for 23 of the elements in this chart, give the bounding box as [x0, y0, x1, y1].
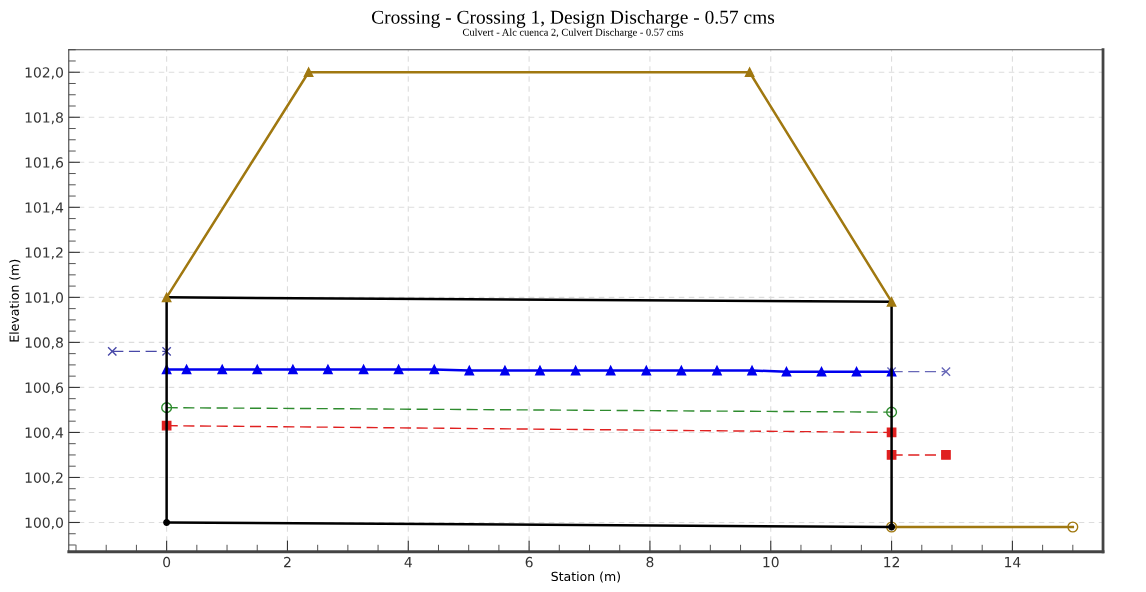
x-tick-label: 12	[884, 556, 900, 568]
x-tick-label: 10	[763, 556, 779, 568]
chart-title: Crossing - Crossing 1, Design Discharge - 0.57 cms	[371, 10, 775, 28]
y-tick-label: 100,4	[25, 427, 64, 440]
y-tick-label: 100,2	[25, 472, 63, 485]
y-tick-label: 101,4	[25, 202, 64, 215]
x-axis-title: Station (m)	[551, 571, 620, 583]
x-tick-label: 2	[284, 556, 291, 568]
y-tick-label: 100,6	[25, 382, 64, 395]
x-tick-label: 8	[646, 556, 654, 568]
y-tick-label: 101,2	[25, 247, 63, 260]
y-tick-label: 101,0	[25, 292, 63, 305]
y-tick-label: 100,0	[25, 517, 63, 530]
y-tick-label: 100,8	[25, 337, 63, 350]
x-tick-label: 4	[404, 557, 412, 568]
y-tick-label: 101,6	[25, 157, 64, 170]
y-tick-label: 102,0	[25, 67, 63, 80]
y-tick-label: 101,8	[25, 112, 63, 125]
y-axis-title: Elevation (m)	[9, 259, 21, 342]
x-tick-label: 0	[163, 556, 171, 568]
chart-subtitle: Culvert - Alc cuenca 2, Culvert Discharge - 0.57 cms	[462, 28, 684, 38]
x-tick-label: 14	[1005, 557, 1021, 568]
x-tick-label: 6	[525, 556, 533, 568]
